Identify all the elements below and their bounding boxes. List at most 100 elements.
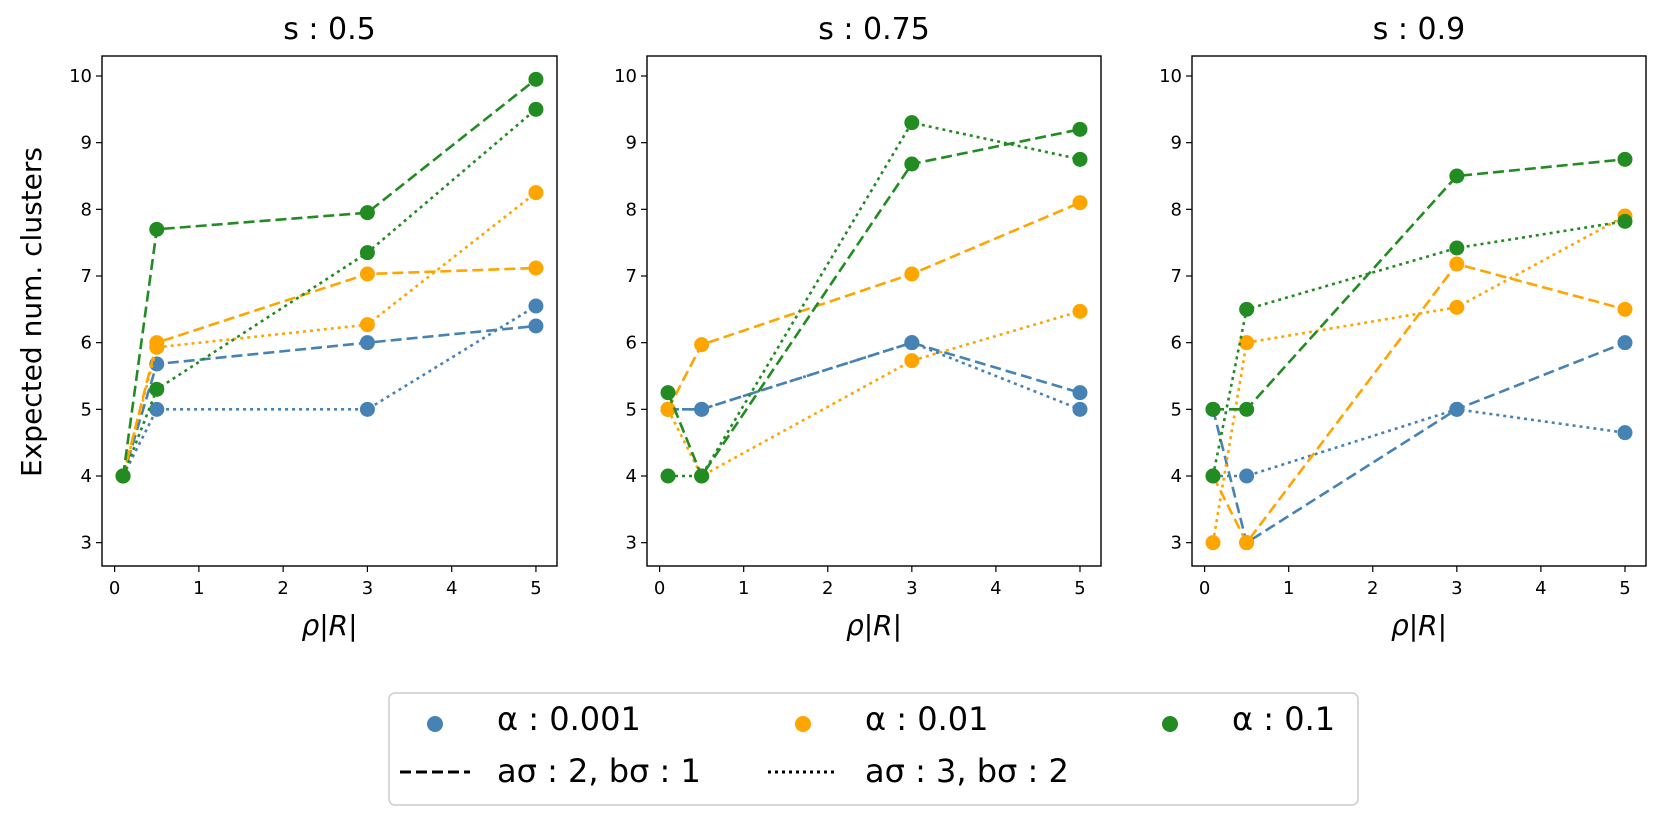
panel-title: s : 0.9 bbox=[1373, 12, 1466, 47]
y-tick-label: 3 bbox=[1171, 533, 1182, 554]
y-tick-label: 6 bbox=[81, 333, 92, 354]
x-tick-label: 4 bbox=[990, 578, 1001, 599]
y-tick-label: 5 bbox=[81, 399, 92, 420]
series-line bbox=[121, 191, 537, 477]
x-tick-label: 1 bbox=[1283, 578, 1294, 599]
data-point bbox=[660, 468, 676, 484]
data-point bbox=[1617, 301, 1633, 317]
data-point bbox=[359, 245, 375, 261]
data-point bbox=[359, 205, 375, 221]
legend-label-alpha-01: α : 0.1 bbox=[1232, 700, 1335, 738]
data-point bbox=[1449, 299, 1465, 315]
data-point bbox=[1072, 303, 1088, 319]
data-point bbox=[1449, 401, 1465, 417]
y-tick-label: 7 bbox=[626, 266, 637, 287]
axes-frame bbox=[1191, 55, 1647, 567]
x-tick-label: 1 bbox=[193, 578, 204, 599]
data-point bbox=[528, 185, 544, 201]
y-tick-label: 7 bbox=[81, 266, 92, 287]
y-tick-label: 3 bbox=[626, 533, 637, 554]
y-tick-label: 9 bbox=[81, 133, 92, 154]
data-point bbox=[1239, 535, 1255, 551]
data-point bbox=[149, 339, 165, 355]
y-axis-label: Expected num. clusters bbox=[15, 147, 48, 477]
data-point bbox=[1205, 535, 1221, 551]
y-tick-label: 8 bbox=[626, 199, 637, 220]
legend-frame bbox=[388, 692, 1359, 806]
chart-panel-2: s : 0.75 0 1 2 3 4 5 3 4 5 6 7 8 9 10 ρ|R| bbox=[614, 12, 1102, 642]
series-line bbox=[1213, 407, 1626, 478]
x-tick-label: 3 bbox=[362, 578, 373, 599]
x-tick-label: 2 bbox=[1367, 578, 1378, 599]
series-line bbox=[666, 128, 1081, 479]
x-tick-label: 4 bbox=[446, 578, 457, 599]
data-point bbox=[1239, 335, 1255, 351]
panels: s : 0.5 0 1 2 3 4 5 3 4 5 6 7 8 9 10 ρ|R| s : 0.75 0 1 2 3 4 5… bbox=[69, 12, 1647, 642]
data-point bbox=[1239, 301, 1255, 317]
data-point bbox=[1072, 195, 1088, 211]
data-point bbox=[528, 71, 544, 87]
y-tick-label: 10 bbox=[1159, 66, 1182, 87]
y-tick-label: 8 bbox=[81, 199, 92, 220]
x-tick-label: 1 bbox=[738, 578, 749, 599]
x-axis-label: ρ|R| bbox=[846, 609, 902, 642]
y-tick-label: 10 bbox=[69, 66, 92, 87]
x-tick-label: 2 bbox=[277, 578, 288, 599]
data-point bbox=[1449, 168, 1465, 184]
panel-title: s : 0.5 bbox=[283, 12, 376, 47]
legend-marker-alpha-001 bbox=[795, 716, 811, 732]
series-line bbox=[121, 78, 537, 477]
legend-label-dashed: aσ : 2, bσ : 1 bbox=[497, 752, 701, 790]
series-line bbox=[121, 266, 536, 477]
data-point bbox=[1072, 385, 1088, 401]
data-point bbox=[1205, 468, 1221, 484]
data-point bbox=[660, 401, 676, 417]
axes-frame bbox=[101, 55, 558, 567]
data-point bbox=[528, 260, 544, 276]
data-point bbox=[1239, 468, 1255, 484]
data-point bbox=[1449, 256, 1465, 272]
data-point bbox=[1239, 401, 1255, 417]
y-tick-label: 4 bbox=[1171, 466, 1182, 487]
x-axis-label: ρ|R| bbox=[301, 609, 357, 642]
x-tick-label: 3 bbox=[906, 578, 917, 599]
x-tick-label: 4 bbox=[1535, 578, 1546, 599]
legend-label-alpha-0001: α : 0.001 bbox=[497, 700, 641, 738]
data-point bbox=[115, 468, 131, 484]
data-point bbox=[904, 266, 920, 282]
series-line bbox=[1213, 158, 1626, 411]
data-point bbox=[1072, 151, 1088, 167]
series-line bbox=[1211, 214, 1626, 543]
axes-frame bbox=[646, 55, 1102, 567]
data-point bbox=[1617, 335, 1633, 351]
legend-label-dotted: aσ : 3, bσ : 2 bbox=[865, 752, 1069, 790]
y-tick-label: 5 bbox=[1171, 399, 1182, 420]
series-line bbox=[121, 108, 537, 477]
data-point bbox=[359, 335, 375, 351]
data-point bbox=[528, 101, 544, 117]
y-tick-label: 8 bbox=[1171, 199, 1182, 220]
data-point bbox=[694, 337, 710, 353]
data-point bbox=[359, 266, 375, 282]
data-point bbox=[1072, 121, 1088, 137]
data-point bbox=[904, 115, 920, 131]
chart-panel-1: s : 0.5 0 1 2 3 4 5 3 4 5 6 7 8 9 10 ρ|R| bbox=[69, 12, 558, 642]
series-line bbox=[666, 310, 1081, 478]
y-tick-label: 7 bbox=[1171, 266, 1182, 287]
panel-title: s : 0.75 bbox=[818, 12, 930, 47]
series-line bbox=[668, 121, 1081, 478]
y-tick-label: 5 bbox=[626, 399, 637, 420]
x-tick-label: 0 bbox=[654, 578, 665, 599]
series-line bbox=[121, 304, 537, 477]
series-line bbox=[1211, 262, 1626, 546]
y-tick-label: 9 bbox=[626, 133, 637, 154]
data-point bbox=[528, 298, 544, 314]
x-tick-label: 5 bbox=[530, 578, 541, 599]
data-point bbox=[694, 468, 710, 484]
x-tick-label: 5 bbox=[1074, 578, 1085, 599]
y-tick-label: 10 bbox=[614, 66, 637, 87]
series-line bbox=[121, 324, 537, 477]
y-tick-label: 4 bbox=[626, 466, 637, 487]
y-tick-label: 3 bbox=[81, 533, 92, 554]
x-tick-label: 0 bbox=[1199, 578, 1210, 599]
